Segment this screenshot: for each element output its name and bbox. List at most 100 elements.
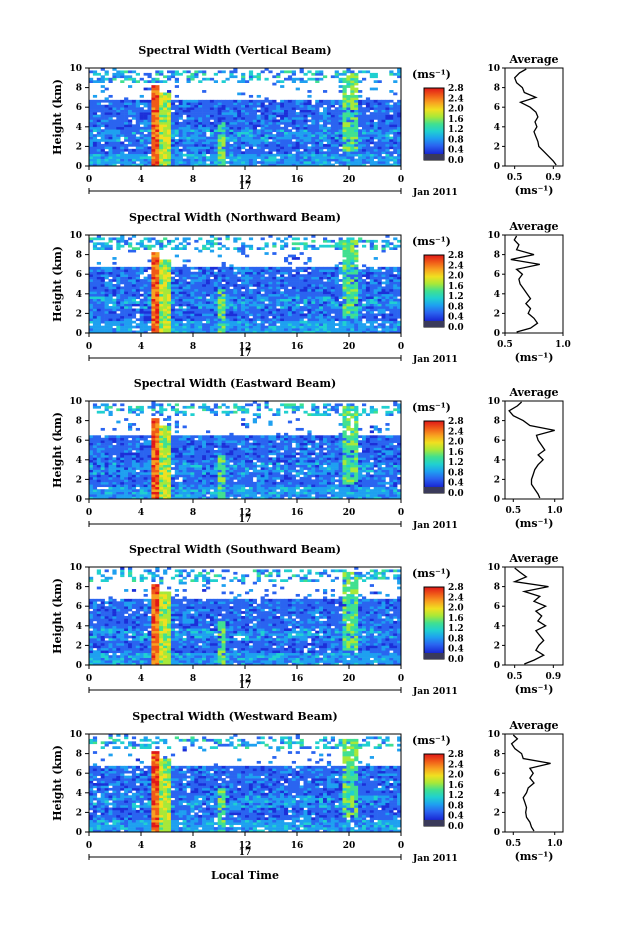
heatmap-cell [354, 325, 359, 329]
heatmap-cell [209, 153, 215, 157]
heatmap-cell [284, 99, 289, 103]
heatmap-cell [104, 452, 109, 456]
heatmap-cell [92, 323, 98, 326]
heatmap-cell [128, 286, 133, 290]
heatmap-cell [276, 315, 281, 319]
heatmap-cell [104, 271, 109, 275]
heatmap-cell [233, 75, 238, 79]
heatmap-cell [241, 296, 246, 299]
heatmap-cell [198, 146, 203, 150]
heatmap-cell [112, 330, 117, 334]
heatmap-cell [287, 291, 293, 295]
heatmap-cell [284, 126, 289, 130]
heatmap-cell [128, 249, 133, 253]
heatmap-cell [194, 328, 199, 331]
heatmap-cell [194, 156, 199, 159]
heatmap-cell [307, 310, 312, 314]
heatmap-cell [190, 266, 195, 270]
heatmap-cell [124, 301, 129, 304]
heatmap-cell [397, 70, 402, 74]
heatmap-cell [221, 269, 226, 273]
heatmap-cell [182, 134, 187, 137]
heatmap-cell [256, 109, 261, 113]
heatmap-cell [108, 310, 113, 314]
heatmap-cell [151, 286, 156, 290]
heatmap-cell [295, 298, 300, 302]
heatmap-cell [393, 286, 398, 290]
heatmap-cell [373, 308, 378, 312]
heatmap-cell [229, 163, 234, 167]
heatmap-cell [354, 310, 359, 314]
heatmap-cell [362, 107, 367, 110]
heatmap-cell [385, 320, 390, 324]
heatmap-cell [124, 310, 129, 314]
heatmap-cell [245, 112, 250, 115]
colorbar [423, 254, 445, 328]
heatmap-cell [303, 114, 308, 118]
heatmap-cell [268, 235, 273, 238]
heatmap-cell [128, 310, 133, 314]
heatmap-cell [373, 288, 378, 292]
heatmap-cell [342, 94, 347, 98]
heatmap-cell [186, 114, 191, 118]
heatmap-cell [272, 310, 277, 314]
heatmap-cell [264, 288, 269, 292]
heatmap-cell [319, 303, 324, 307]
heatmap-cell [326, 293, 332, 297]
heatmap-cell [307, 161, 312, 164]
heatmap-cell [174, 330, 179, 334]
heatmap-cell [104, 119, 109, 123]
heatmap-cell [381, 313, 386, 317]
heatmap-cell [213, 284, 218, 287]
heatmap-cell [381, 310, 386, 314]
heatmap-cell [213, 161, 218, 164]
heatmap-cell [112, 298, 117, 302]
heatmap-cell [116, 291, 121, 295]
heatmap-cell [276, 146, 281, 150]
heatmap-cell [96, 462, 101, 465]
heatmap-cell [393, 131, 398, 135]
heatmap-cell [252, 161, 257, 164]
heatmap-cell [358, 237, 363, 241]
heatmap-cell [120, 330, 125, 334]
heatmap-cell [354, 107, 359, 110]
heatmap-cell [112, 447, 117, 451]
heatmap-cell [108, 410, 113, 414]
heatmap-cell [237, 114, 242, 118]
heatmap-cell [92, 467, 98, 470]
heatmap-cell [213, 107, 218, 110]
heatmap-cell [96, 119, 101, 123]
heatmap-cell [159, 112, 164, 115]
heatmap-cell [143, 151, 148, 155]
heatmap-cell [354, 136, 359, 140]
heatmap-cell [229, 274, 234, 277]
heatmap-cell [155, 117, 160, 120]
heatmap-cell [303, 330, 308, 334]
heatmap-cell [135, 271, 140, 275]
heatmap-cell [159, 318, 164, 322]
heatmap-cell [174, 269, 179, 273]
heatmap-cell [385, 121, 390, 125]
heatmap-cell [260, 269, 265, 273]
heatmap-cell [346, 141, 351, 145]
heatmap-cell [143, 87, 148, 91]
heatmap-cell [225, 279, 230, 282]
heatmap-cell [104, 474, 109, 478]
heatmap-cell [206, 143, 211, 147]
heatmap-cell [213, 306, 218, 309]
heatmap-cell [112, 284, 117, 287]
heatmap-cell [174, 325, 179, 329]
heatmap-cell [334, 306, 339, 309]
heatmap-cell [287, 296, 293, 299]
heatmap-cell [112, 328, 117, 331]
heatmap-cell [241, 306, 246, 309]
heatmap-cell [287, 134, 293, 137]
heatmap-cell [116, 239, 121, 243]
heatmap-cell [174, 323, 179, 326]
heatmap-cell [272, 126, 277, 130]
heatmap-cell [147, 286, 152, 290]
heatmap-cell [307, 134, 312, 137]
heatmap-cell [248, 136, 254, 140]
heatmap-cell [369, 146, 374, 150]
heatmap-cell [358, 114, 363, 118]
